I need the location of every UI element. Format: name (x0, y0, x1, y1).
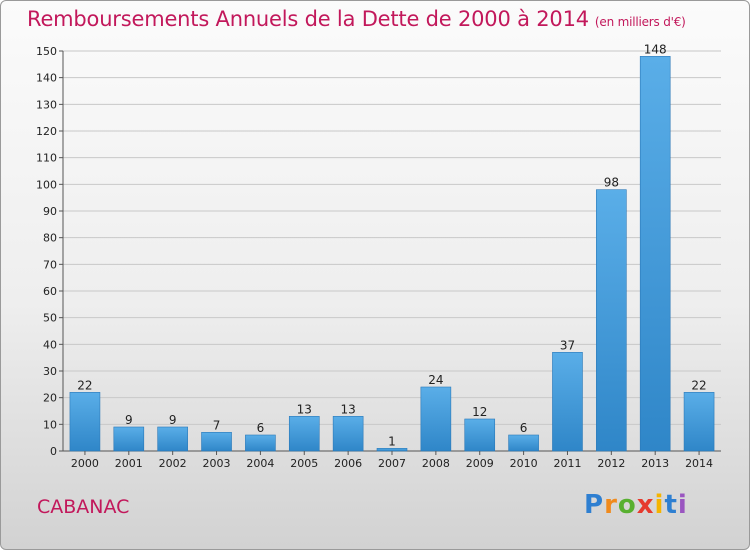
x-tick-label: 2012 (597, 457, 625, 470)
y-tick-label: 110 (36, 152, 57, 165)
x-tick-label: 2003 (203, 457, 231, 470)
y-tick-label: 10 (43, 418, 57, 431)
y-tick-label: 90 (43, 205, 57, 218)
bar (288, 416, 320, 452)
bar (639, 56, 671, 452)
data-label: 13 (340, 402, 355, 416)
logo-letter: i (677, 490, 688, 520)
data-label: 98 (604, 176, 619, 190)
proxiti-logo: Proxiti (584, 490, 688, 520)
data-label: 7 (213, 418, 221, 432)
y-tick-label: 140 (36, 72, 57, 85)
y-tick-label: 100 (36, 178, 57, 191)
x-tick-label: 2005 (290, 457, 318, 470)
commune-name: CABANAC (37, 496, 130, 518)
data-label: 148 (644, 42, 667, 56)
chart-unit: (en milliers d'€) (594, 15, 686, 29)
data-label: 24 (428, 373, 443, 387)
bar (332, 416, 364, 452)
bar (552, 352, 583, 452)
bar (508, 434, 539, 452)
bar (69, 392, 101, 452)
data-label: 9 (169, 413, 177, 427)
data-label: 37 (560, 338, 575, 352)
data-label: 9 (125, 413, 133, 427)
bar (113, 426, 145, 452)
bar (464, 418, 496, 452)
x-tick-label: 2001 (115, 457, 143, 470)
x-tick-label: 2007 (378, 457, 406, 470)
logo-letter: t (664, 490, 678, 520)
x-tick-label: 2000 (71, 457, 99, 470)
bar (420, 386, 452, 452)
logo-letter: i (654, 490, 665, 520)
y-tick-label: 150 (36, 45, 57, 58)
y-tick-label: 60 (43, 285, 57, 298)
data-label: 6 (520, 421, 528, 435)
bar (245, 434, 276, 452)
x-tick-label: 2011 (553, 457, 581, 470)
logo-letter: o (617, 490, 637, 520)
data-label: 1 (388, 434, 396, 448)
x-tick-label: 2014 (685, 457, 713, 470)
logo-letter: x (636, 490, 655, 520)
data-label: 22 (691, 378, 706, 392)
x-tick-label: 2010 (510, 457, 538, 470)
y-tick-label: 0 (50, 445, 57, 458)
y-tick-label: 20 (43, 392, 57, 405)
y-tick-label: 80 (43, 232, 57, 245)
x-tick-label: 2009 (466, 457, 494, 470)
bar (376, 448, 408, 452)
bar (157, 426, 188, 452)
bar (201, 432, 232, 452)
y-tick-label: 70 (43, 258, 57, 271)
data-label: 12 (472, 405, 487, 419)
logo-letter: r (604, 490, 618, 520)
x-tick-label: 2013 (641, 457, 669, 470)
data-label: 13 (297, 402, 312, 416)
y-tick-label: 30 (43, 365, 57, 378)
x-tick-label: 2008 (422, 457, 450, 470)
data-label: 22 (77, 378, 92, 392)
bar (596, 189, 627, 452)
y-tick-label: 120 (36, 125, 57, 138)
y-tick-label: 130 (36, 98, 57, 111)
x-tick-label: 2004 (246, 457, 274, 470)
logo-letter: P (584, 490, 605, 520)
chart-title: Remboursements Annuels de la Dette de 20… (27, 7, 686, 31)
y-tick-label: 40 (43, 338, 57, 351)
chart-title-text: Remboursements Annuels de la Dette de 20… (27, 7, 589, 31)
x-tick-label: 2006 (334, 457, 362, 470)
data-label: 6 (257, 421, 265, 435)
x-tick-label: 2002 (159, 457, 187, 470)
bar (683, 392, 715, 452)
y-tick-label: 50 (43, 312, 57, 325)
